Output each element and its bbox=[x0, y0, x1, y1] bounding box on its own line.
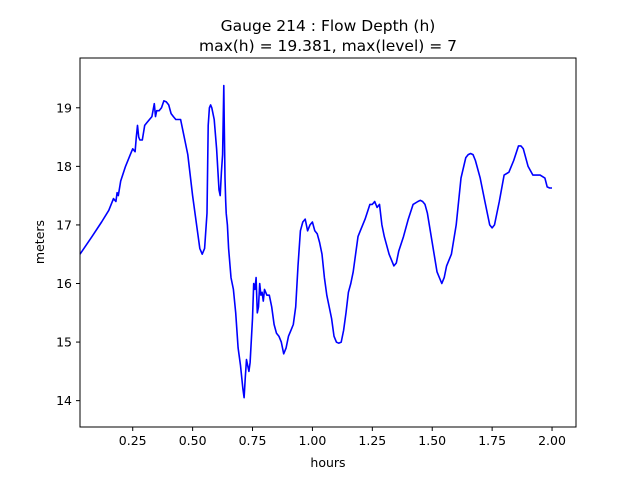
x-axis-label: hours bbox=[310, 455, 345, 470]
series-line bbox=[79, 84, 552, 399]
x-tick-label: 1.00 bbox=[299, 433, 327, 448]
chart-title-line2: max(h) = 19.381, max(level) = 7 bbox=[199, 37, 457, 55]
y-axis-label: meters bbox=[32, 220, 47, 264]
y-tick-label: 17 bbox=[56, 217, 72, 232]
y-tick-label: 19 bbox=[56, 100, 72, 115]
y-axis-ticks: 14 15 16 17 18 19 bbox=[56, 100, 80, 408]
x-tick-label: 0.75 bbox=[239, 433, 267, 448]
x-tick-label: 2.00 bbox=[538, 433, 566, 448]
x-tick-label: 1.25 bbox=[358, 433, 386, 448]
x-tick-label: 1.50 bbox=[418, 433, 446, 448]
y-tick-label: 15 bbox=[56, 335, 72, 350]
x-tick-label: 0.25 bbox=[119, 433, 147, 448]
x-tick-label: 1.75 bbox=[478, 433, 506, 448]
x-tick-label: 0.50 bbox=[179, 433, 207, 448]
y-tick-label: 18 bbox=[56, 159, 72, 174]
y-tick-label: 14 bbox=[56, 393, 72, 408]
chart-title-line1: Gauge 214 : Flow Depth (h) bbox=[221, 17, 436, 35]
axes-frame bbox=[79, 57, 577, 428]
y-tick-label: 16 bbox=[56, 276, 72, 291]
x-axis-ticks: 0.25 0.50 0.75 1.00 1.25 1.50 1.75 2.00 bbox=[119, 427, 566, 448]
